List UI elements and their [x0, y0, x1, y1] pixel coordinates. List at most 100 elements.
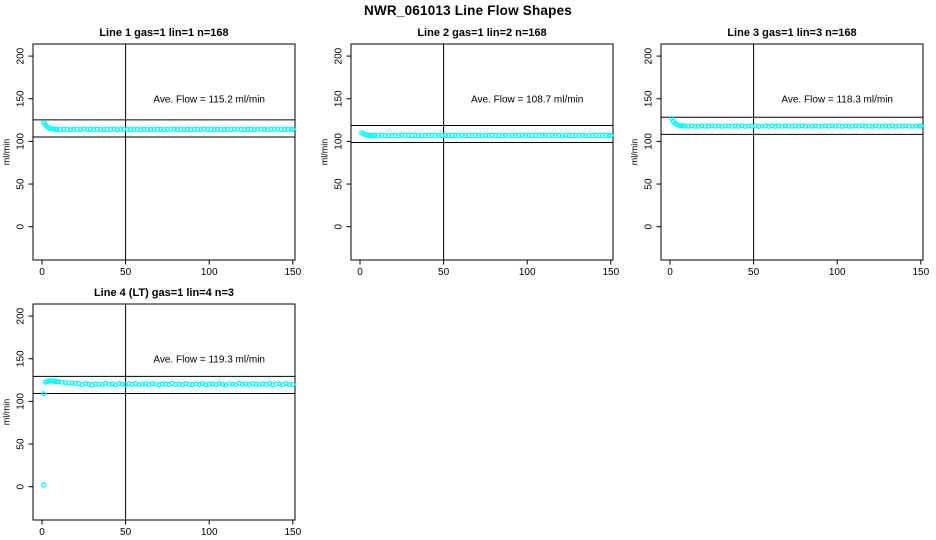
data-point — [712, 123, 718, 129]
data-point — [492, 133, 499, 139]
data-point — [702, 123, 708, 129]
data-point — [522, 132, 529, 139]
data-point — [382, 132, 388, 139]
data-point — [566, 132, 572, 139]
data-point — [469, 133, 475, 139]
data-point — [158, 126, 164, 132]
data-point — [883, 123, 889, 129]
data-point — [131, 126, 137, 132]
data-point — [542, 132, 549, 138]
data-point — [876, 123, 882, 129]
data-point — [782, 123, 788, 129]
data-point — [240, 381, 246, 388]
data-point — [449, 132, 455, 139]
data-point — [756, 123, 762, 129]
ave-flow-annotation: Ave. Flow = 115.2 ml/min — [153, 94, 265, 105]
data-point — [278, 126, 284, 133]
x-tick-label: 150 — [284, 267, 301, 278]
y-axis-label: ml/min — [2, 399, 12, 426]
data-point — [608, 132, 614, 139]
data-point — [816, 123, 822, 129]
data-point — [57, 126, 63, 133]
data-point — [144, 126, 150, 133]
data-point — [286, 381, 293, 387]
data-point — [64, 126, 70, 133]
data-point — [829, 123, 835, 129]
data-point — [886, 123, 892, 129]
data-point — [168, 126, 174, 133]
data-point — [415, 132, 422, 139]
data-point — [553, 132, 559, 139]
x-tick-label: 50 — [120, 527, 132, 538]
data-point — [290, 126, 296, 132]
y-tick-label: 150 — [644, 90, 655, 107]
data-point — [114, 127, 120, 133]
data-point — [419, 133, 425, 139]
data-point — [41, 482, 47, 488]
data-point — [583, 133, 589, 139]
x-tick-label: 150 — [912, 267, 929, 278]
y-axis: 0 50 100 150 200 — [334, 47, 351, 229]
data-point — [405, 132, 412, 139]
data-point — [181, 126, 187, 133]
y-tick-label: 200 — [334, 47, 345, 64]
data-point — [789, 123, 795, 129]
data-point — [879, 123, 885, 129]
x-tick-label: 150 — [284, 527, 301, 538]
data-point — [281, 126, 288, 132]
panel-line-1: Line 1 gas=1 lin=1 n=168 0 50 100 150 0 50 100 1… — [2, 27, 302, 278]
figure-title: NWR_061013 Line Flow Shapes — [364, 3, 572, 18]
data-point — [72, 380, 79, 386]
data-point — [745, 123, 752, 129]
y-tick-label: 200 — [16, 47, 27, 64]
data-point — [124, 126, 130, 132]
data-point — [462, 132, 468, 139]
data-point — [699, 123, 705, 129]
data-point — [87, 126, 94, 132]
data-point — [268, 126, 274, 132]
data-point — [141, 126, 147, 132]
data-point — [62, 379, 69, 386]
data-point — [392, 132, 398, 139]
data-points — [41, 120, 296, 133]
data-point — [139, 381, 145, 387]
data-point — [188, 127, 194, 133]
data-point — [94, 126, 100, 132]
panel-title: Line 4 (LT) gas=1 lin=4 n=3 — [94, 287, 234, 299]
data-point — [439, 132, 445, 139]
data-point — [194, 126, 201, 132]
reference-lines — [351, 44, 613, 260]
data-point — [81, 126, 87, 132]
y-tick-label: 50 — [644, 178, 655, 190]
data-point — [273, 381, 279, 387]
data-point — [66, 380, 72, 386]
y-tick-label: 50 — [16, 178, 27, 190]
data-point — [178, 126, 184, 132]
data-point — [779, 123, 785, 129]
data-point — [526, 132, 532, 139]
y-tick-label: 0 — [16, 483, 27, 489]
data-point — [208, 126, 214, 132]
data-point — [842, 123, 849, 129]
data-point — [918, 123, 924, 129]
data-point — [412, 132, 418, 138]
data-point — [96, 381, 102, 387]
data-point — [893, 123, 899, 129]
data-point — [92, 381, 99, 387]
data-point — [849, 123, 855, 129]
data-point — [253, 381, 259, 387]
panel-line-2: Line 2 gas=1 lin=2 n=168 0 50 100 150 0 50 100 1… — [320, 27, 620, 278]
data-point — [549, 132, 555, 138]
data-point — [725, 123, 732, 129]
data-point — [536, 132, 542, 139]
data-point — [899, 123, 906, 129]
panel-line-4: Line 4 (LT) gas=1 lin=4 n=3 0 50 100 150 0 50 1… — [2, 287, 302, 538]
data-point — [482, 132, 488, 138]
data-point — [67, 127, 74, 133]
data-point — [106, 381, 112, 388]
data-point — [586, 132, 592, 139]
data-point — [119, 381, 125, 387]
data-point — [715, 123, 722, 129]
y-tick-label: 200 — [16, 307, 27, 324]
y-axis-label: ml/min — [320, 139, 330, 166]
